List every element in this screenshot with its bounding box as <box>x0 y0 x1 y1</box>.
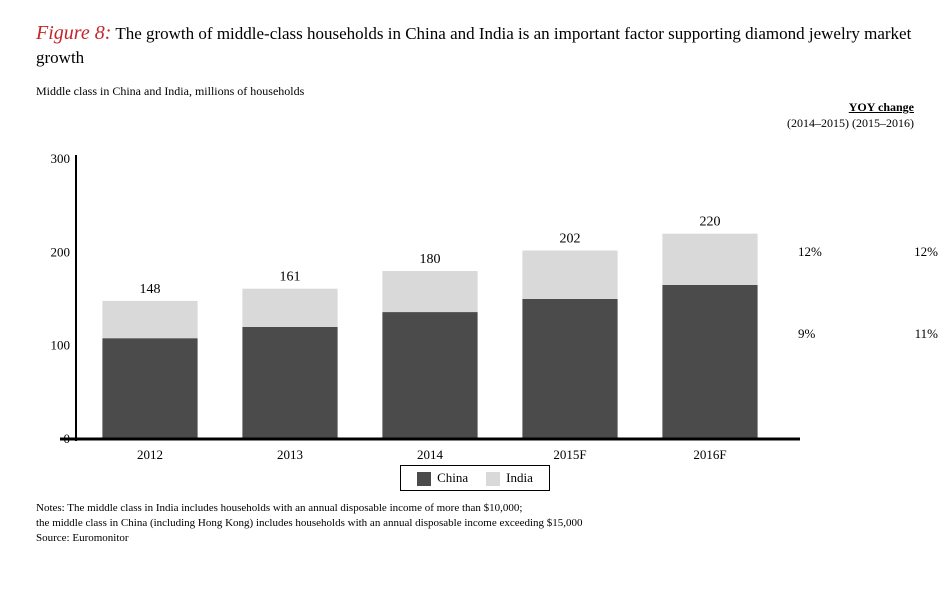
figure-title: Figure 8: The growth of middle-class hou… <box>36 20 914 70</box>
yoy-title: YOY change <box>787 100 914 116</box>
note-line: Source: Euromonitor <box>36 531 914 546</box>
bar-segment <box>382 312 477 439</box>
yoy-value: 11% <box>915 326 938 342</box>
legend-item: India <box>486 470 533 486</box>
bar-segment <box>662 285 757 439</box>
chart-subtitle: Middle class in China and India, million… <box>36 84 914 99</box>
figure-notes: Notes: The middle class in India include… <box>36 501 914 546</box>
yoy-value-row: 9% 11% <box>798 326 938 342</box>
figure-title-text: The growth of middle-class households in… <box>36 24 911 67</box>
x-category-label: 2013 <box>277 447 303 462</box>
legend-swatch <box>486 472 500 486</box>
x-category-label: 2015F <box>553 447 586 462</box>
bar-segment <box>102 338 197 439</box>
legend-label: India <box>506 470 533 485</box>
x-category-label: 2016F <box>693 447 726 462</box>
bar-segment <box>242 327 337 439</box>
bar-total-label: 148 <box>140 282 161 297</box>
legend-label: China <box>437 470 468 485</box>
legend-item: China <box>417 470 468 486</box>
bar-segment <box>522 250 617 299</box>
yoy-change-header: YOY change (2014–2015) (2015–2016) <box>787 100 914 131</box>
bar-total-label: 220 <box>700 215 721 230</box>
bar-total-label: 180 <box>420 252 441 267</box>
yoy-periods: (2014–2015) (2015–2016) <box>787 116 914 132</box>
stacked-bar-chart: 01002003001482012161201318020142022015F2… <box>36 139 930 469</box>
yoy-value: 12% <box>798 244 822 260</box>
chart-area: 01002003001482012161201318020142022015F2… <box>36 139 914 459</box>
bar-total-label: 202 <box>560 231 581 246</box>
note-line: the middle class in China (including Hon… <box>36 516 914 531</box>
yoy-value: 12% <box>914 244 938 260</box>
x-category-label: 2014 <box>417 447 444 462</box>
bar-segment <box>662 234 757 285</box>
figure-container: { "figure_label": "Figure 8:", "title_te… <box>0 0 950 599</box>
y-tick-label: 100 <box>51 338 71 353</box>
y-tick-label: 200 <box>51 244 71 259</box>
yoy-value-row: 12% 12% <box>798 244 938 260</box>
bar-segment <box>242 289 337 327</box>
bar-segment <box>382 271 477 312</box>
bar-segment <box>102 301 197 338</box>
bar-total-label: 161 <box>280 270 301 285</box>
yoy-value: 9% <box>798 326 815 342</box>
figure-label: Figure 8: <box>36 22 111 44</box>
legend-swatch <box>417 472 431 486</box>
bar-segment <box>522 299 617 439</box>
y-tick-label: 300 <box>51 151 71 166</box>
note-line: Notes: The middle class in India include… <box>36 501 914 516</box>
x-category-label: 2012 <box>137 447 163 462</box>
